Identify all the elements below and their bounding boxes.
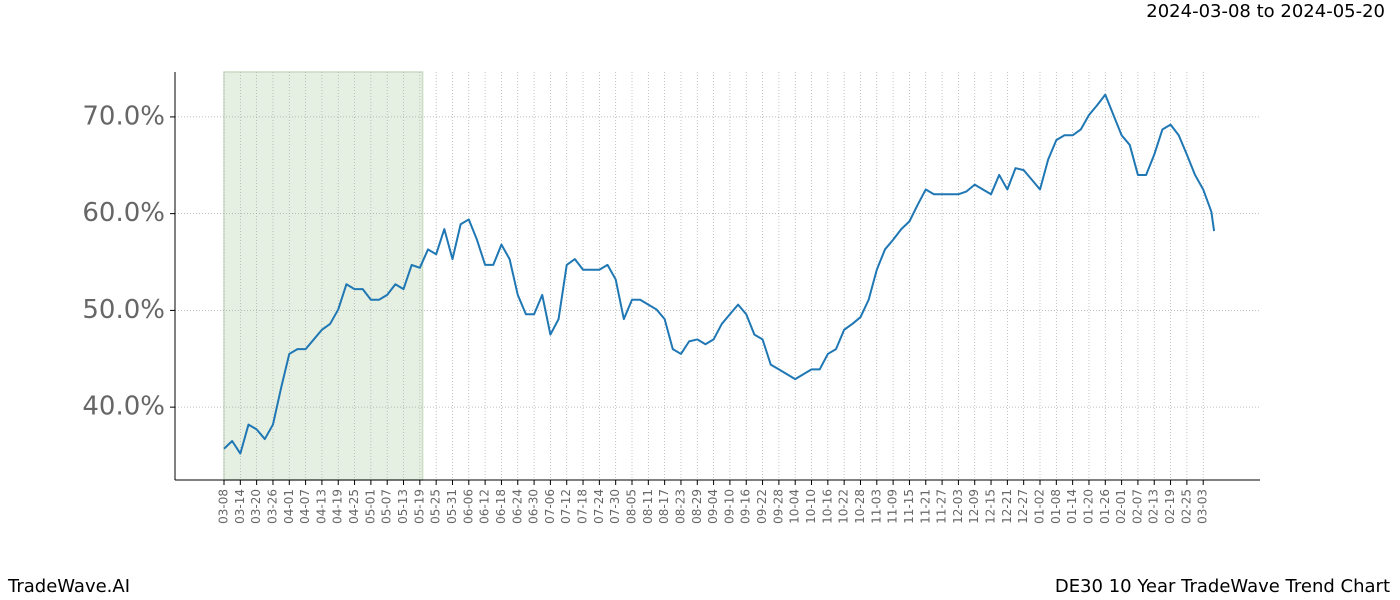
x-tick-label: 06-30 bbox=[527, 489, 541, 524]
x-tick-label: 09-28 bbox=[771, 489, 785, 524]
brand: TradeWave.AI bbox=[7, 576, 130, 597]
x-tick-label: 01-26 bbox=[1098, 489, 1112, 524]
x-tick-label: 04-25 bbox=[347, 489, 361, 524]
x-tick-label: 06-24 bbox=[510, 489, 524, 524]
x-tick-label: 11-03 bbox=[869, 489, 883, 524]
x-tick-label: 09-10 bbox=[722, 489, 736, 524]
y-tick-label: 40.0% bbox=[82, 392, 165, 422]
x-tick-label: 10-04 bbox=[788, 489, 802, 524]
x-tick-label: 05-07 bbox=[380, 489, 394, 524]
y-tick-label: 50.0% bbox=[82, 295, 165, 325]
x-tick-label: 06-06 bbox=[461, 489, 475, 524]
x-tick-label: 10-22 bbox=[837, 489, 851, 524]
x-tick-label: 11-15 bbox=[902, 489, 916, 524]
x-tick-label: 04-19 bbox=[331, 489, 345, 524]
x-tick-label: 08-23 bbox=[673, 489, 687, 524]
x-tick-label: 04-13 bbox=[314, 489, 328, 524]
x-tick-label: 02-19 bbox=[1163, 489, 1177, 524]
x-tick-label: 07-12 bbox=[559, 489, 573, 524]
x-tick-label: 08-17 bbox=[657, 489, 671, 524]
x-tick-label: 01-14 bbox=[1065, 489, 1079, 524]
x-tick-label: 02-01 bbox=[1114, 489, 1128, 524]
x-tick-label: 05-31 bbox=[445, 489, 459, 524]
x-tick-label: 09-22 bbox=[755, 489, 769, 524]
x-tick-label: 10-16 bbox=[820, 489, 834, 524]
x-tick-label: 09-04 bbox=[706, 489, 720, 524]
x-tick-label: 09-16 bbox=[739, 489, 753, 524]
x-tick-label: 02-13 bbox=[1147, 489, 1161, 524]
x-tick-label: 05-13 bbox=[396, 489, 410, 524]
x-tick-label: 12-27 bbox=[1016, 489, 1030, 524]
x-tick-label: 08-05 bbox=[625, 489, 639, 524]
chart-title: DE30 10 Year TradeWave Trend Chart bbox=[1055, 576, 1390, 597]
x-tick-label: 11-09 bbox=[886, 489, 900, 524]
x-tick-label: 02-25 bbox=[1179, 489, 1193, 524]
x-tick-label: 02-07 bbox=[1130, 489, 1144, 524]
x-tick-label: 05-19 bbox=[412, 489, 426, 524]
x-tick-label: 08-29 bbox=[690, 489, 704, 524]
x-tick-label: 10-10 bbox=[804, 489, 818, 524]
x-tick-label: 12-15 bbox=[984, 489, 998, 524]
x-tick-label: 08-11 bbox=[641, 489, 655, 524]
x-tick-label: 04-01 bbox=[282, 489, 296, 524]
x-tick-label: 11-27 bbox=[935, 489, 949, 524]
x-tick-label: 01-08 bbox=[1049, 489, 1063, 524]
x-tick-label: 03-26 bbox=[265, 489, 279, 524]
x-tick-label: 05-25 bbox=[429, 489, 443, 524]
x-tick-label: 06-12 bbox=[478, 489, 492, 524]
x-tick-label: 11-21 bbox=[918, 489, 932, 524]
date-range: 2024-03-08 to 2024-05-20 bbox=[1146, 1, 1385, 22]
x-tick-label: 12-03 bbox=[951, 489, 965, 524]
x-tick-label: 07-30 bbox=[608, 489, 622, 524]
x-tick-label: 06-18 bbox=[494, 489, 508, 524]
x-tick-label: 03-03 bbox=[1196, 489, 1210, 524]
x-tick-label: 03-14 bbox=[233, 489, 247, 524]
x-tick-label: 03-20 bbox=[249, 489, 263, 524]
trend-line bbox=[223, 93, 1216, 455]
x-tick-label: 04-07 bbox=[298, 489, 312, 524]
x-tick-label: 01-20 bbox=[1081, 489, 1095, 524]
x-tick-label: 05-01 bbox=[363, 489, 377, 524]
x-tick-label: 12-09 bbox=[967, 489, 981, 524]
x-tick-label: 07-24 bbox=[592, 489, 606, 524]
y-tick-label: 60.0% bbox=[82, 198, 165, 228]
y-tick-label: 70.0% bbox=[82, 101, 165, 131]
x-tick-label: 01-02 bbox=[1033, 489, 1047, 524]
x-tick-label: 07-06 bbox=[543, 489, 557, 524]
shaded-range bbox=[223, 71, 424, 481]
x-tick-label: 07-18 bbox=[576, 489, 590, 524]
x-tick-label: 10-28 bbox=[853, 489, 867, 524]
x-tick-label: 12-21 bbox=[1000, 489, 1014, 524]
x-tick-label: 03-08 bbox=[217, 489, 231, 524]
